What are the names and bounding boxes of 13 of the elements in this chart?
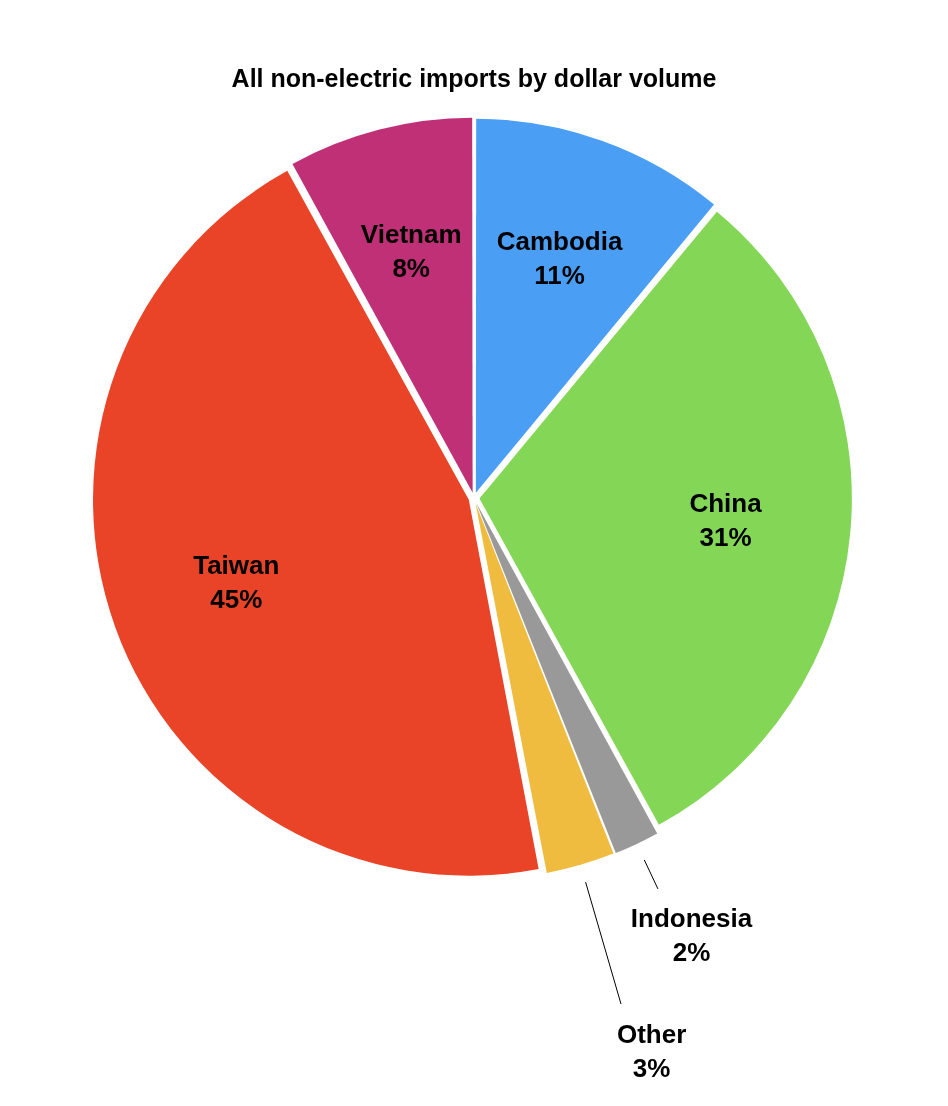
- slice-label: Other: [616, 1019, 687, 1050]
- slice-label: Cambodia: [496, 226, 623, 257]
- chart-title: All non-electric imports by dollar volume: [231, 63, 717, 92]
- slice-label: Taiwan: [193, 549, 280, 580]
- slice-label: China: [689, 487, 763, 518]
- data-label: 2%: [672, 937, 711, 968]
- data-label: 45%: [210, 583, 263, 614]
- data-label: 8%: [392, 253, 430, 284]
- data-label: 31%: [699, 521, 752, 552]
- data-label: 3%: [632, 1053, 671, 1084]
- slice-label: Indonesia: [630, 903, 753, 934]
- data-label: 11%: [534, 260, 585, 291]
- slice-label: Vietnam: [360, 219, 462, 250]
